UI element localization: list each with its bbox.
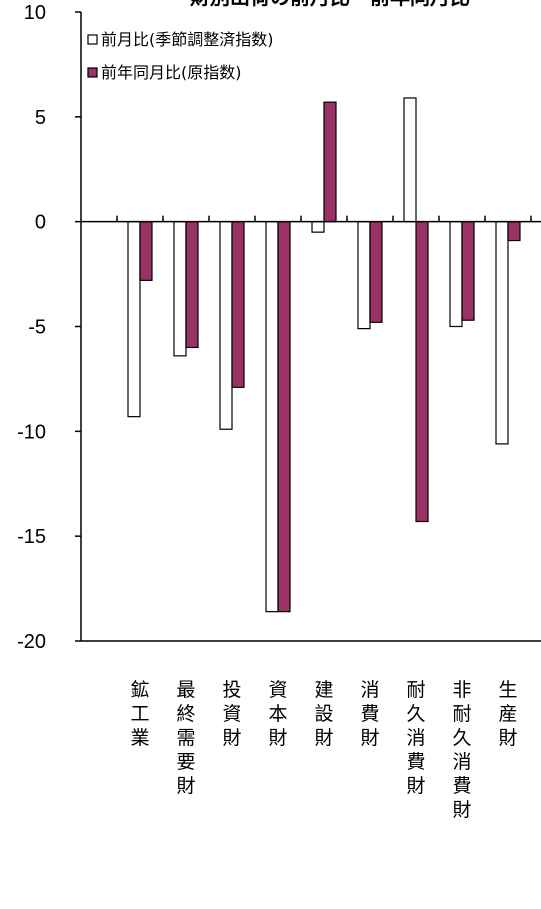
category-labels: 鉱工業 最終需要財 投資財 資本財 建設財 消費財 耐久消費財 非耐久消費財 生産財 xyxy=(130,679,517,821)
y-axis-ticks: 10 5 0 -5 -10 -15 -20 xyxy=(17,2,81,653)
category-label: 鉱工業 xyxy=(130,679,149,749)
bar-mom-8 xyxy=(495,221,509,445)
bar-yoy-2 xyxy=(231,221,245,388)
category-label: 生産財 xyxy=(498,679,517,749)
bar-yoy-8 xyxy=(507,221,521,242)
bar-yoy-1 xyxy=(185,221,199,349)
bar-mom-1 xyxy=(173,221,187,357)
bar-yoy-5 xyxy=(369,221,383,323)
chart-title: 財別出荷の前月比・前年同月比 xyxy=(190,0,470,9)
bar-mom-4 xyxy=(311,221,325,233)
y-tick-label: 10 xyxy=(24,2,46,24)
legend-swatch-mom xyxy=(87,34,98,45)
chart-title-group: 財別出荷の前月比・前年同月比 xyxy=(190,0,470,9)
bar-mom-2 xyxy=(219,221,233,430)
bar-yoy-6 xyxy=(415,221,429,523)
y-tick-label: -15 xyxy=(17,526,46,548)
category-label: 耐久消費財 xyxy=(406,679,425,797)
bar-mom-7 xyxy=(449,221,463,328)
category-label: 建設財 xyxy=(314,679,333,749)
bars xyxy=(127,97,521,613)
x-axis-ticks xyxy=(116,215,532,222)
legend: 前月比(季節調整済指数) 前年同月比(原指数) xyxy=(87,30,274,82)
category-label: 資本財 xyxy=(268,679,287,749)
y-tick-label: 5 xyxy=(35,107,46,129)
bar-yoy-4 xyxy=(323,101,337,223)
category-label: 投資財 xyxy=(222,679,241,749)
category-label: 最終需要財 xyxy=(176,679,195,797)
legend-label-yoy: 前年同月比(原指数) xyxy=(101,63,242,82)
bar-yoy-3 xyxy=(277,221,291,613)
y-tick-label: -20 xyxy=(17,631,46,653)
legend-swatch-yoy xyxy=(87,67,98,78)
bar-mom-6 xyxy=(403,97,417,223)
y-tick-label: 0 xyxy=(35,212,46,234)
bar-mom-0 xyxy=(127,221,141,418)
y-tick-label: -10 xyxy=(17,421,46,443)
category-label: 非耐久消費財 xyxy=(452,679,471,821)
bar-mom-3 xyxy=(265,221,279,613)
legend-label-mom: 前月比(季節調整済指数) xyxy=(101,30,274,49)
y-tick-label: -5 xyxy=(28,317,46,339)
bar-mom-5 xyxy=(357,221,371,330)
bar-yoy-7 xyxy=(461,221,475,321)
bar-yoy-0 xyxy=(139,221,153,281)
category-label: 消費財 xyxy=(360,679,379,749)
